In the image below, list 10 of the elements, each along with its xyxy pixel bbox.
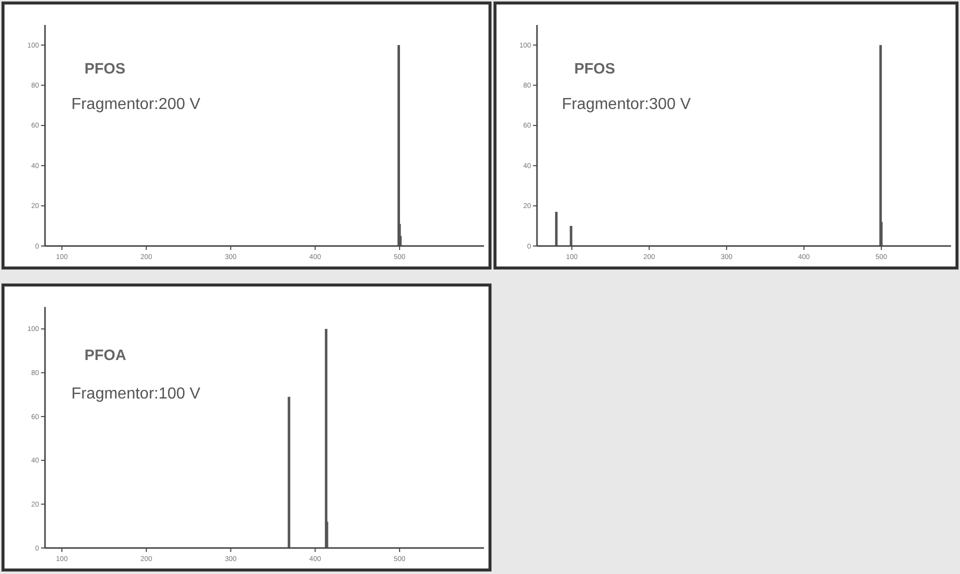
- text: Fragmentor:200 V: [71, 96, 201, 113]
- text: PFOS: [84, 60, 126, 78]
- bar: [555, 212, 558, 246]
- bar: [879, 45, 882, 246]
- text: Fragmentor:300 V: [562, 96, 692, 113]
- bar: [570, 226, 572, 246]
- text: PFOS: [574, 60, 616, 78]
- text: Fragmentor:100 V: [71, 386, 201, 403]
- bar: [288, 396, 290, 548]
- text: PFOA: [84, 347, 126, 364]
